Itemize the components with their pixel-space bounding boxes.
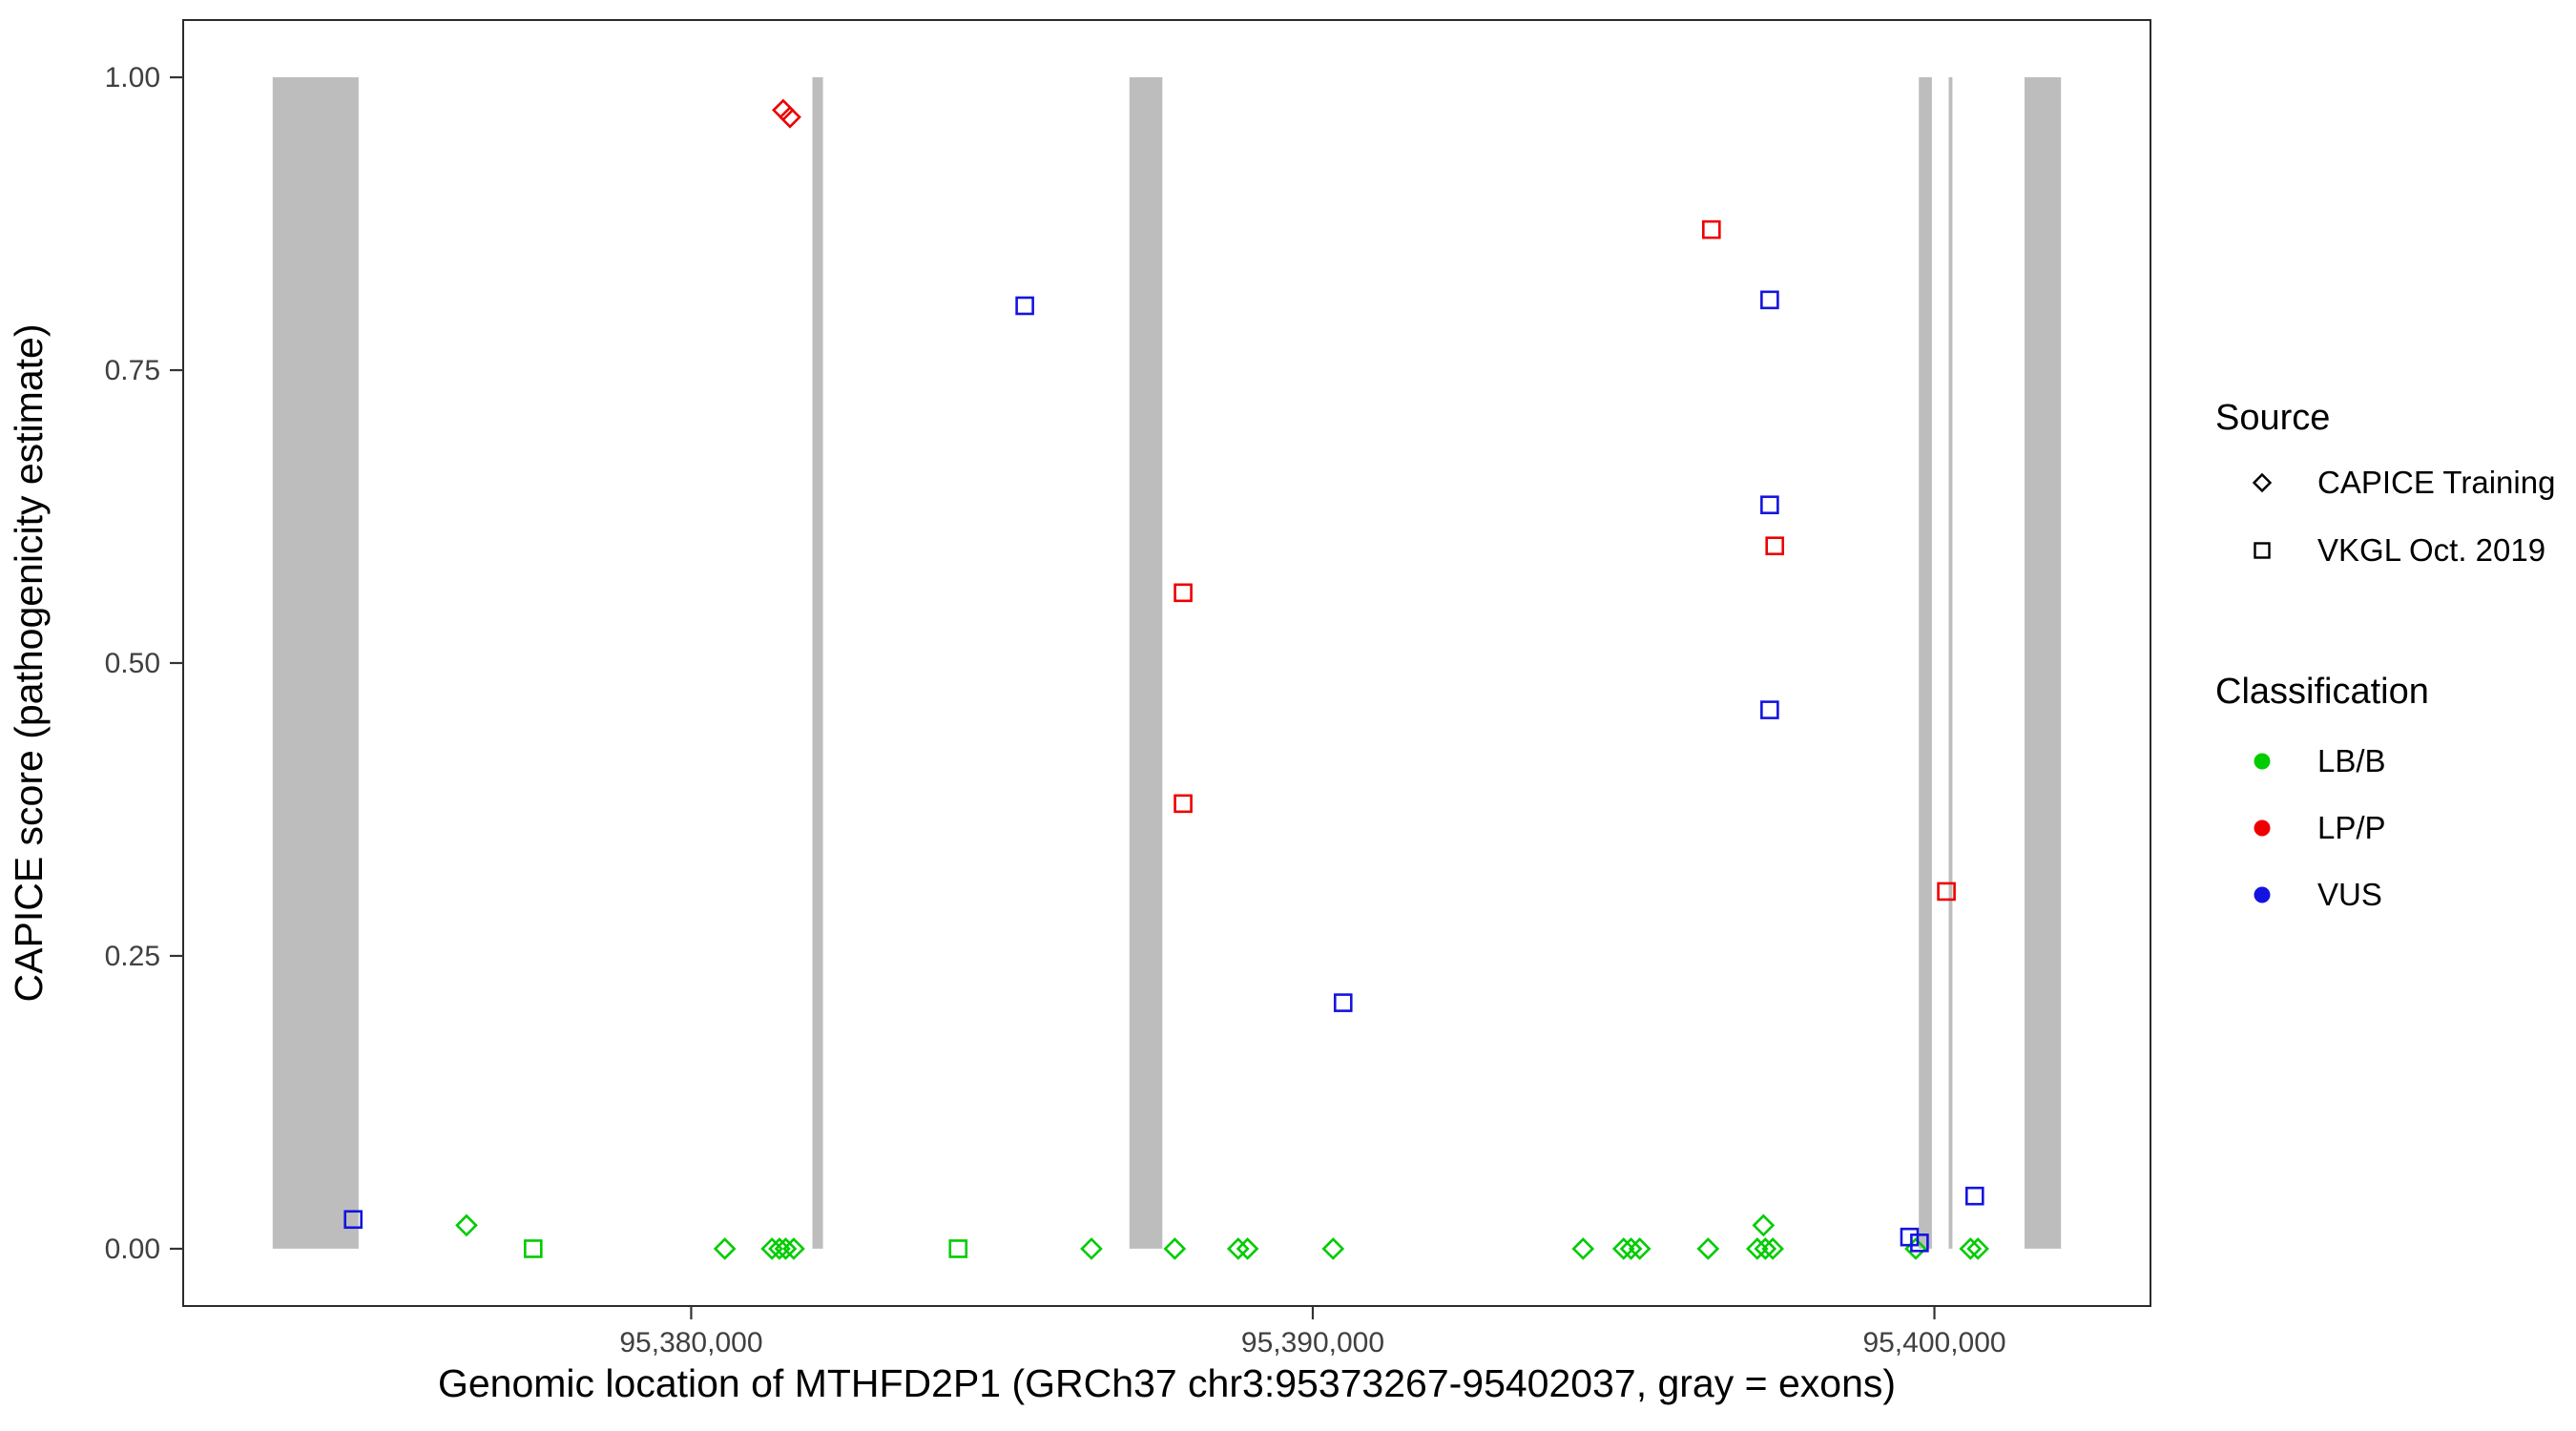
y-axis-title: CAPICE score (pathogenicity estimate) <box>7 324 51 1003</box>
exon-bar <box>812 77 823 1249</box>
data-point-square <box>524 1239 543 1258</box>
legend-source-item-label: VKGL Oct. 2019 <box>2317 532 2545 568</box>
data-point-diamond <box>1966 1237 1989 1260</box>
data-point-diamond <box>1745 1237 1769 1260</box>
legend-classification-item-label: LB/B <box>2317 743 2386 778</box>
exon-bars <box>272 77 2062 1249</box>
legend-color-dot-icon <box>2254 886 2271 903</box>
data-points <box>343 98 1989 1260</box>
x-tick-label: 95,390,000 <box>1241 1327 1384 1358</box>
data-point-square <box>1765 536 1785 556</box>
data-point-diamond <box>772 98 795 122</box>
data-point-square <box>1760 700 1779 719</box>
data-point-diamond <box>1163 1237 1187 1260</box>
y-tick-label: 0.00 <box>105 1234 160 1265</box>
data-point-square <box>1333 993 1353 1012</box>
data-point-diamond <box>1080 1237 1103 1260</box>
legend-source-item-label: CAPICE Training <box>2317 465 2555 500</box>
data-point-diamond <box>1321 1237 1345 1260</box>
exon-bar <box>1129 77 1163 1249</box>
data-point-square <box>1015 296 1034 316</box>
exon-bar <box>1948 77 1953 1249</box>
data-point-diamond <box>768 1237 791 1260</box>
data-point-diamond <box>1226 1237 1250 1260</box>
legend: Source Classification CAPICE Training VKG… <box>2215 398 2555 912</box>
x-axis: 95,380,000 95,390,000 95,400,000 <box>619 1306 2006 1358</box>
y-tick-label: 0.75 <box>105 355 160 386</box>
data-point-diamond <box>779 105 801 129</box>
x-axis-title: Genomic location of MTHFD2P1 (GRCh37 chr… <box>438 1361 1896 1405</box>
data-point-square <box>1760 495 1779 515</box>
data-point-diamond <box>1752 1213 1776 1237</box>
legend-diamond-icon <box>2252 472 2273 493</box>
legend-square-icon <box>2254 542 2271 559</box>
data-point-square <box>1174 583 1193 603</box>
x-tick-label: 95,400,000 <box>1862 1327 2005 1358</box>
data-point-diamond <box>774 1237 798 1260</box>
legend-color-dot-icon <box>2254 753 2271 770</box>
data-point-diamond <box>1236 1237 1259 1260</box>
data-point-diamond <box>1696 1237 1720 1260</box>
data-point-diamond <box>1611 1237 1635 1260</box>
y-tick-label: 0.50 <box>105 648 160 679</box>
legend-classification-title: Classification <box>2215 672 2429 712</box>
data-point-square <box>948 1239 968 1258</box>
data-point-square <box>1910 1234 1929 1253</box>
data-point-diamond <box>760 1237 783 1260</box>
plot-panel-border <box>182 19 2151 1307</box>
legend-source-title: Source <box>2215 398 2330 438</box>
data-point-diamond <box>1761 1237 1784 1260</box>
data-point-square <box>1900 1227 1920 1247</box>
data-point-square <box>1965 1186 1984 1206</box>
data-point-diamond <box>1959 1237 1983 1260</box>
exon-bar <box>272 77 359 1249</box>
legend-color-dot-icon <box>2254 819 2271 837</box>
data-point-diamond <box>1619 1237 1643 1260</box>
legend-classification-item-label: LP/P <box>2317 810 2386 845</box>
data-point-square <box>343 1210 363 1230</box>
y-axis: 0.00 0.25 0.50 0.75 1.00 <box>105 62 183 1265</box>
data-point-diamond <box>1754 1237 1777 1260</box>
data-point-diamond <box>1628 1237 1652 1260</box>
data-point-square <box>1937 881 1956 902</box>
data-point-square <box>1702 219 1721 239</box>
exon-bar <box>2025 77 2062 1249</box>
y-tick-label: 1.00 <box>105 62 160 93</box>
exon-bar <box>1919 77 1932 1249</box>
x-tick-label: 95,380,000 <box>619 1327 762 1358</box>
data-point-diamond <box>1571 1237 1595 1260</box>
data-point-diamond <box>713 1237 737 1260</box>
legend-classification-item-label: VUS <box>2317 877 2382 912</box>
data-point-square <box>1174 794 1193 814</box>
data-point-diamond <box>782 1237 805 1260</box>
data-point-diamond <box>455 1213 478 1237</box>
data-point-square <box>1760 290 1779 310</box>
y-tick-label: 0.25 <box>105 941 160 972</box>
